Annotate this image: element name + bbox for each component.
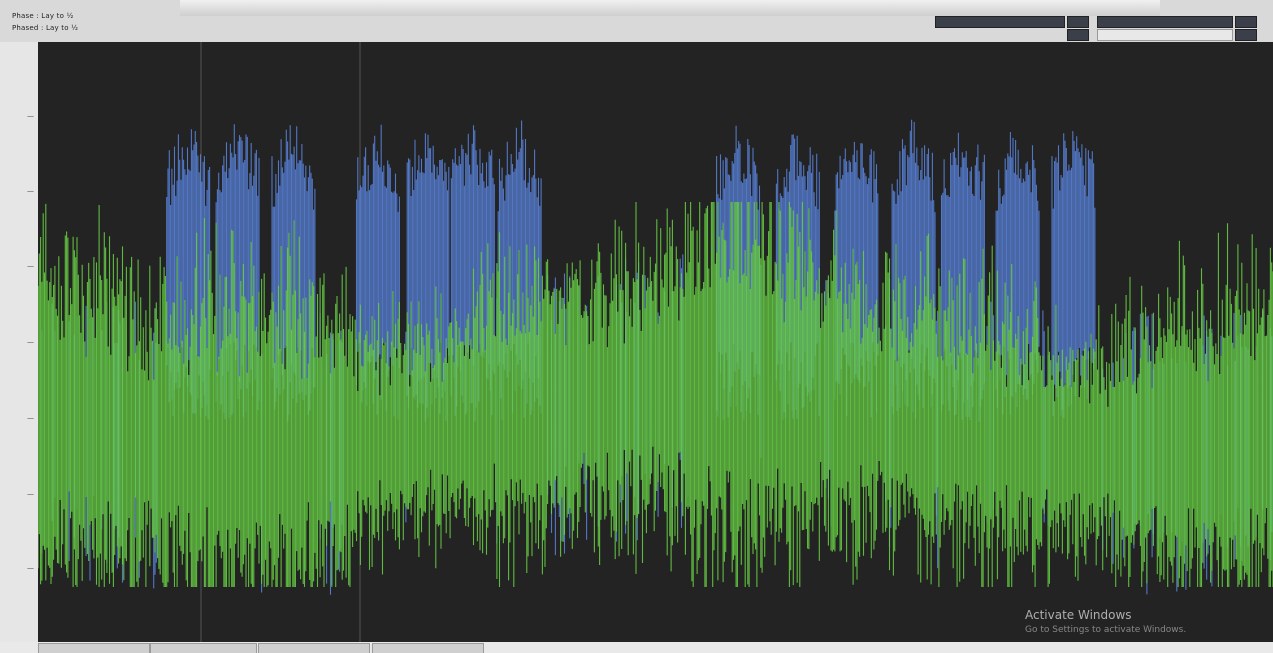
watermark-subtitle: Go to Settings to activate Windows. [1025, 625, 1187, 635]
y-axis: — — — — — — — [0, 42, 38, 642]
channel-a-button-2[interactable] [1067, 29, 1089, 41]
y-tick: — [27, 414, 34, 422]
waveform-canvas[interactable] [38, 42, 1273, 642]
channel-b-button-2[interactable] [1235, 29, 1257, 41]
y-tick: — [27, 262, 34, 270]
green-trace [38, 202, 1273, 587]
channel-b-button[interactable] [1235, 16, 1257, 28]
channel-a-button[interactable] [1067, 16, 1089, 28]
top-toolbar: Phase : Lay to ½ Phased : Lay to ½ [0, 0, 1273, 42]
green-trace-path [38, 202, 1273, 587]
y-tick: — [27, 564, 34, 572]
channel-a-readout[interactable] [935, 16, 1065, 28]
activation-watermark: Activate Windows Go to Settings to activ… [1025, 608, 1186, 638]
bottom-tab[interactable] [258, 643, 370, 653]
bottom-tab[interactable] [372, 643, 484, 653]
bottom-tab[interactable] [150, 643, 257, 653]
y-tick: — [27, 490, 34, 498]
info-line-1: Phase : Lay to ½ [12, 12, 74, 20]
channel-b-readout[interactable] [1097, 16, 1233, 28]
y-tick: — [27, 112, 34, 120]
y-tick: — [27, 187, 34, 195]
bottom-scrollbar[interactable] [0, 642, 1273, 653]
watermark-title: Activate Windows [1025, 608, 1132, 622]
title-stripe [180, 0, 1160, 16]
control-panel [935, 16, 1265, 42]
info-line-2: Phased : Lay to ½ [12, 24, 79, 32]
y-tick: — [27, 338, 34, 346]
channel-b-field[interactable] [1097, 29, 1233, 41]
bottom-tab[interactable] [38, 643, 150, 653]
